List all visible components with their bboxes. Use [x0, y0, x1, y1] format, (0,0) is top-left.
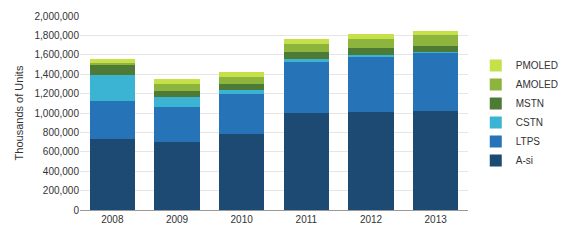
svg-text:2008: 2008	[101, 214, 124, 225]
svg-text:1,800,000: 1,800,000	[35, 30, 80, 41]
svg-text:MSTN: MSTN	[516, 98, 544, 109]
svg-text:0: 0	[73, 205, 79, 216]
svg-text:2013: 2013	[425, 214, 448, 225]
svg-text:2011: 2011	[296, 214, 318, 225]
svg-text:1,000,000: 1,000,000	[35, 108, 80, 119]
svg-text:2,000,000: 2,000,000	[35, 11, 80, 22]
svg-text:600,000: 600,000	[43, 146, 80, 157]
svg-text:LTPS: LTPS	[516, 136, 541, 147]
svg-text:PMOLED: PMOLED	[516, 60, 558, 71]
svg-text:2009: 2009	[166, 214, 189, 225]
svg-text:Thousands of Units: Thousands of Units	[13, 65, 25, 160]
svg-text:1,600,000: 1,600,000	[35, 49, 80, 60]
svg-text:CSTN: CSTN	[516, 117, 543, 128]
svg-text:1,200,000: 1,200,000	[35, 88, 80, 99]
svg-text:800,000: 800,000	[43, 127, 80, 138]
svg-text:1,400,000: 1,400,000	[35, 69, 80, 80]
svg-text:2012: 2012	[360, 214, 383, 225]
svg-text:AMOLED: AMOLED	[516, 79, 558, 90]
svg-text:A-si: A-si	[516, 155, 533, 166]
svg-text:400,000: 400,000	[43, 166, 80, 177]
svg-text:200,000: 200,000	[43, 185, 80, 196]
svg-text:2010: 2010	[231, 214, 254, 225]
